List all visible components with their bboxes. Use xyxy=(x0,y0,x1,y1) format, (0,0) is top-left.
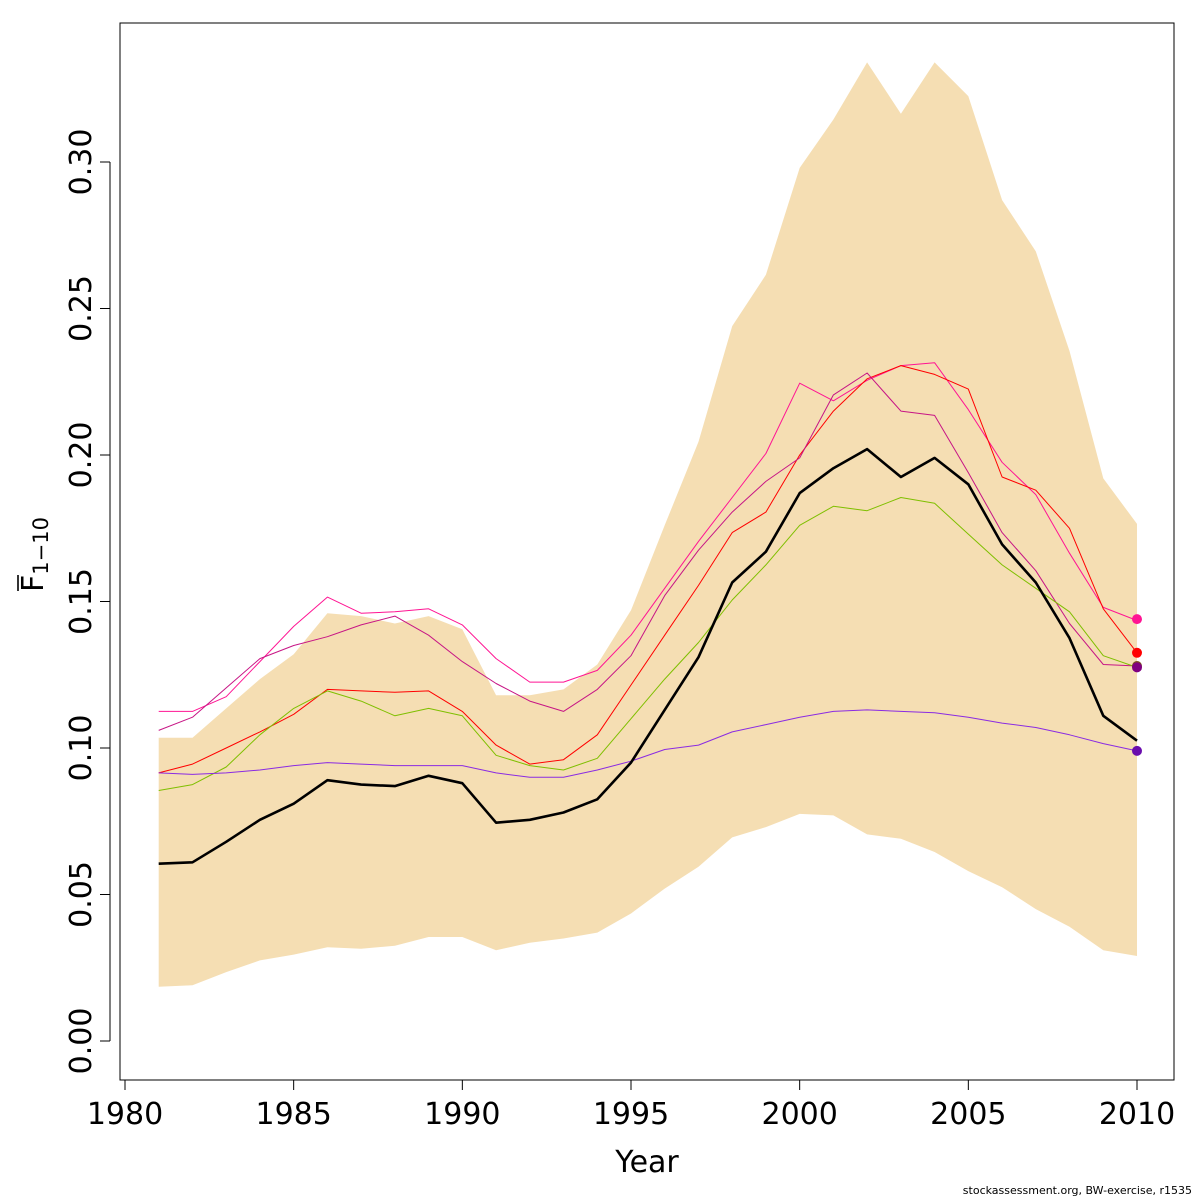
y-tick-label: 0.20 xyxy=(64,422,99,489)
x-axis: 1980 1985 1990 1995 2000 2005 2010 xyxy=(87,1079,1175,1132)
end-point-marker-4 xyxy=(1132,662,1142,673)
x-tick-label: 1995 xyxy=(593,1097,669,1132)
y-axis-title-main: F xyxy=(16,575,51,592)
retro-series-line-3 xyxy=(158,372,1138,731)
x-tick-label: 1990 xyxy=(424,1097,500,1132)
y-tick-label: 0.30 xyxy=(64,129,99,196)
x-axis-title: Year xyxy=(614,1145,679,1180)
x-tick-label: 1985 xyxy=(255,1097,331,1132)
plot-area xyxy=(158,62,1142,987)
end-point-marker-1 xyxy=(1132,614,1142,625)
main-estimate-line xyxy=(158,447,1138,865)
x-tick-label: 2005 xyxy=(930,1097,1006,1132)
y-tick-label: 0.15 xyxy=(64,568,99,635)
svg-text:F1−10: F1−10 xyxy=(16,517,53,592)
y-tick-label: 0.25 xyxy=(64,275,99,342)
y-axis: 0.00 0.05 0.10 0.15 0.20 0.25 0.30 xyxy=(64,129,111,1075)
y-tick-label: 0.05 xyxy=(64,861,99,928)
y-axis-title: F1−10 xyxy=(16,517,53,592)
end-point-marker-5 xyxy=(1132,745,1142,756)
y-tick-label: 0.10 xyxy=(64,715,99,782)
retro-series-line-1 xyxy=(158,362,1138,712)
end-point-marker-2 xyxy=(1132,647,1142,658)
confidence-band xyxy=(158,62,1137,987)
retro-series-line-4 xyxy=(158,497,1138,791)
y-tick-label: 0.00 xyxy=(64,1008,99,1075)
y-axis-title-subscript: 1−10 xyxy=(29,517,53,575)
footer-credit: stockassessment.org, BW-exercise, r1535 xyxy=(962,1184,1192,1197)
x-tick-label: 2000 xyxy=(761,1097,837,1132)
retro-series-line-5 xyxy=(158,709,1138,778)
x-tick-label: 2010 xyxy=(1099,1097,1175,1132)
x-tick-label: 1980 xyxy=(87,1097,163,1132)
